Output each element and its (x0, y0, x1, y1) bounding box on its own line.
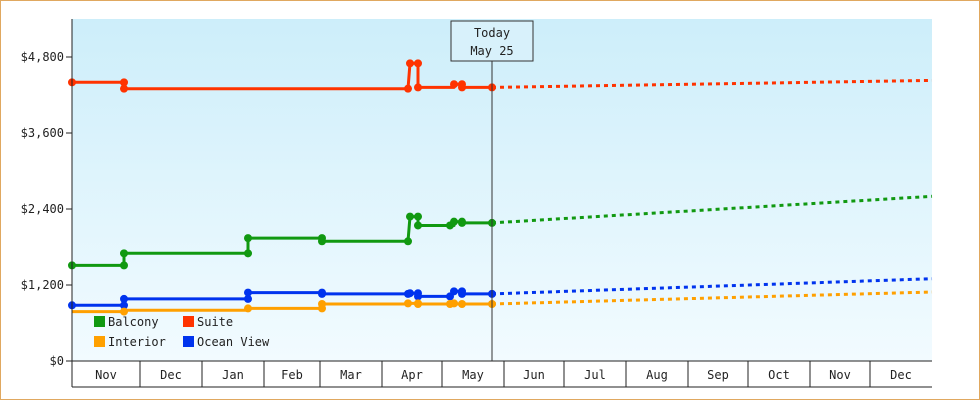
legend-label: Balcony (108, 315, 159, 329)
data-point-suite (404, 84, 412, 93)
data-point-interior (120, 307, 128, 316)
data-point-suite (414, 83, 422, 92)
x-tick-label: Feb (281, 368, 303, 382)
data-point-balcony (244, 249, 252, 258)
today-box (450, 20, 534, 62)
data-point-ocean-view (120, 301, 128, 310)
data-point-ocean-view (244, 294, 252, 303)
data-point-suite (458, 83, 466, 92)
y-tick-label: $4,800 (21, 50, 64, 64)
forecast-line-balcony (491, 194, 933, 225)
data-point-interior (404, 299, 412, 308)
legend-label: Interior (108, 335, 166, 349)
legend-label: Ocean View (197, 335, 270, 349)
data-point-interior (414, 300, 422, 308)
legend-swatch (183, 336, 194, 347)
y-tick-label: $1,200 (21, 278, 64, 292)
data-point-ocean-view (318, 289, 326, 298)
data-point-ocean-view (414, 292, 422, 301)
data-point-balcony (414, 212, 422, 221)
data-point-suite (120, 78, 128, 87)
forecast-line-interior (491, 290, 933, 306)
x-tick-label: Nov (95, 368, 117, 382)
legend-swatch (94, 316, 105, 327)
data-point-ocean-view (244, 288, 252, 297)
x-tick-label: Dec (890, 368, 912, 382)
series-line-balcony (72, 215, 492, 267)
forecast-line-suite (491, 78, 933, 89)
today-date: May 25 (470, 44, 513, 58)
data-point-ocean-view (406, 289, 414, 298)
x-tick-label: Jul (584, 368, 606, 382)
legend-label: Suite (197, 315, 233, 329)
legend: Balcony Suite Interior Ocean View (94, 315, 270, 349)
data-point-balcony (406, 212, 414, 221)
data-point-interior (458, 300, 466, 308)
today-layer: Today May 25 (450, 20, 534, 361)
data-point-balcony (120, 261, 128, 270)
data-point-ocean-view (458, 289, 466, 298)
data-point-balcony (414, 221, 422, 230)
legend-swatch (94, 336, 105, 347)
x-tick-label: Apr (401, 368, 423, 382)
data-point-suite (120, 84, 128, 93)
data-point-balcony (458, 218, 466, 227)
data-point-interior (450, 299, 458, 308)
data-point-interior (244, 304, 252, 313)
x-tick-label: Oct (768, 368, 790, 382)
y-tick-label: $0 (50, 354, 64, 368)
x-tick-label: Nov (829, 368, 851, 382)
data-point-balcony (120, 249, 128, 258)
today-label: Today (474, 26, 510, 40)
y-tick-label: $2,400 (21, 202, 64, 216)
axis-layer: $0 $1,200 $2,400 $3,600 $4,800 Nov Dec Jan Feb Ma… (21, 19, 932, 388)
x-tick-label: Jun (523, 368, 545, 382)
data-point-balcony (404, 237, 412, 246)
forecast-line-ocean-view (491, 277, 933, 296)
series-balcony (68, 194, 933, 270)
data-point-balcony (318, 237, 326, 246)
x-tick-label: Jan (222, 368, 244, 382)
x-tick-label: Dec (160, 368, 182, 382)
data-point-balcony (450, 217, 458, 226)
data-point-suite (414, 59, 422, 68)
series-ocean-view (68, 277, 933, 310)
data-point-ocean-view (120, 294, 128, 303)
data-point-suite (450, 80, 458, 89)
series-suite (68, 59, 933, 93)
data-point-ocean-view (450, 287, 458, 296)
x-tick-label: Mar (340, 368, 362, 382)
legend-swatch (183, 316, 194, 327)
y-tick-label: $3,600 (21, 126, 64, 140)
series-interior (72, 290, 933, 316)
series-layer (68, 59, 933, 316)
data-point-interior (318, 300, 326, 308)
x-tick-label: May (462, 368, 484, 382)
data-point-suite (406, 59, 414, 68)
x-tick-label: Sep (707, 368, 729, 382)
data-point-balcony (244, 234, 252, 243)
x-tick-label: Aug (646, 368, 668, 382)
